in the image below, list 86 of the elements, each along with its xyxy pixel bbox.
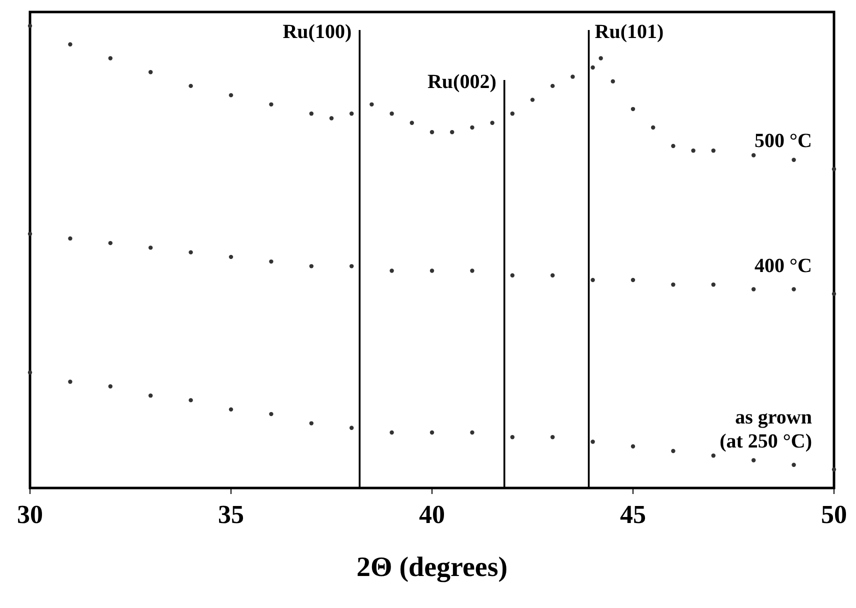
point	[309, 112, 314, 116]
series-label: 500 °C	[754, 130, 812, 152]
point	[691, 148, 696, 153]
point	[530, 98, 535, 102]
point	[630, 278, 636, 282]
point	[28, 232, 32, 236]
point	[671, 448, 676, 454]
point	[510, 273, 515, 278]
point	[329, 116, 334, 120]
point	[430, 430, 434, 435]
point	[28, 24, 32, 28]
point	[751, 153, 756, 158]
point	[711, 454, 716, 458]
point	[630, 444, 636, 449]
point	[470, 125, 474, 130]
point	[390, 268, 394, 273]
point	[309, 421, 314, 426]
point	[269, 102, 274, 107]
point	[832, 467, 836, 472]
point	[148, 246, 153, 250]
point	[148, 70, 153, 74]
point	[550, 84, 555, 88]
point	[410, 120, 414, 126]
point	[490, 120, 494, 126]
point	[450, 130, 454, 134]
point	[711, 148, 716, 153]
point	[510, 112, 515, 116]
point	[269, 412, 274, 416]
x-tick-label: 30	[17, 500, 43, 529]
point	[228, 93, 234, 98]
point	[590, 65, 595, 70]
point	[370, 102, 374, 107]
ref-line-label: Ru(101)	[594, 21, 664, 43]
point	[228, 254, 234, 260]
point	[108, 240, 113, 246]
x-axis-title: 2Θ (degrees)	[356, 552, 508, 583]
series-label: as grown (at 250 °C)	[720, 406, 812, 453]
point	[751, 458, 756, 462]
point	[390, 430, 394, 435]
series-label: 400 °C	[754, 254, 812, 277]
x-tick-label: 35	[218, 500, 244, 529]
point	[610, 79, 616, 84]
point	[309, 264, 314, 268]
point	[108, 56, 113, 60]
point	[349, 264, 354, 268]
point	[671, 144, 676, 148]
point	[349, 112, 354, 116]
point	[832, 167, 836, 172]
point	[430, 268, 434, 273]
point	[751, 287, 756, 292]
point	[792, 287, 796, 292]
point	[188, 250, 193, 254]
point	[390, 112, 394, 116]
point	[188, 398, 193, 402]
point	[510, 435, 515, 440]
point	[792, 158, 796, 162]
point	[711, 282, 716, 287]
point	[590, 278, 595, 282]
point	[671, 282, 676, 287]
point	[470, 430, 474, 435]
point	[68, 236, 72, 241]
point	[550, 273, 555, 278]
point	[570, 74, 575, 79]
point	[188, 84, 193, 88]
point	[590, 440, 595, 444]
point	[68, 380, 72, 384]
point	[832, 292, 836, 296]
x-tick-label: 50	[821, 500, 847, 529]
point	[630, 106, 636, 112]
point	[550, 435, 555, 440]
point	[228, 407, 234, 412]
x-tick-label: 45	[620, 500, 646, 529]
point	[470, 268, 474, 273]
point	[108, 384, 113, 388]
point	[598, 56, 603, 60]
ref-line-label: Ru(002)	[427, 71, 496, 93]
point	[148, 393, 153, 398]
point	[650, 125, 656, 130]
point	[349, 426, 354, 430]
point	[792, 462, 796, 467]
x-tick-label: 40	[419, 500, 445, 529]
point	[68, 42, 72, 46]
point	[269, 259, 274, 264]
point	[28, 370, 32, 375]
ref-line-label: Ru(100)	[282, 21, 352, 43]
point	[430, 130, 434, 134]
